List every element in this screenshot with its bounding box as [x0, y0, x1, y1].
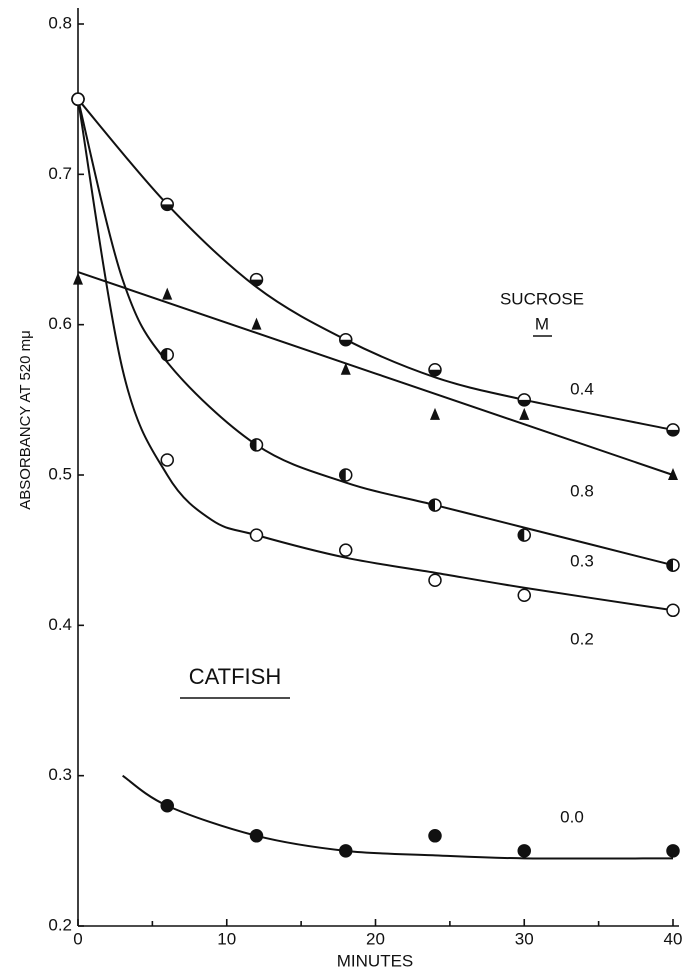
- x-tick-label: 20: [366, 929, 385, 948]
- marker-half: [339, 469, 346, 481]
- y-tick-label: 0.7: [48, 164, 72, 183]
- marker-half: [667, 429, 679, 436]
- marker: [340, 362, 351, 375]
- marker: [430, 407, 440, 420]
- series-label: 0.3: [570, 551, 594, 570]
- marker: [162, 287, 173, 300]
- y-axis-label: ABSORBANCY AT 520 mμ: [17, 330, 34, 510]
- marker-half: [429, 499, 435, 512]
- x-tick-label: 30: [515, 929, 534, 948]
- marker: [249, 528, 264, 542]
- marker-half: [161, 348, 168, 361]
- x-tick-label: 10: [217, 929, 236, 948]
- fit-curve: [77, 271, 674, 476]
- marker-half: [667, 559, 673, 572]
- marker: [339, 543, 353, 557]
- y-tick-label: 0.4: [48, 615, 72, 634]
- y-tick-label: 0.6: [48, 314, 72, 333]
- marker: [517, 588, 531, 603]
- marker: [160, 453, 174, 467]
- series-label: 0.2: [570, 629, 594, 648]
- marker: [668, 468, 678, 480]
- marker-half: [161, 204, 174, 211]
- fit-curve: [77, 98, 674, 567]
- marker: [249, 829, 264, 843]
- x-axis-label: MINUTES: [337, 951, 414, 970]
- y-tick-label: 0.2: [48, 915, 72, 934]
- marker-half: [250, 279, 263, 286]
- marker: [519, 407, 530, 420]
- marker: [428, 829, 442, 843]
- marker-half: [250, 438, 257, 451]
- annotation: M: [535, 314, 549, 333]
- x-tick-label: 40: [664, 929, 683, 948]
- y-tick-label: 0.5: [48, 464, 72, 483]
- marker: [73, 272, 83, 285]
- marker-half: [339, 339, 352, 346]
- x-tick-label: 0: [73, 929, 82, 948]
- marker: [160, 798, 174, 813]
- marker-half: [518, 529, 525, 542]
- y-tick-label: 0.3: [48, 765, 72, 784]
- marker: [339, 844, 353, 858]
- fit-curve: [122, 774, 674, 860]
- marker: [428, 573, 442, 587]
- annotation: SUCROSE: [500, 289, 584, 308]
- marker: [517, 844, 531, 858]
- series-label: 0.8: [570, 481, 594, 500]
- series-label: 0.0: [560, 807, 584, 826]
- marker-half: [518, 399, 531, 406]
- marker: [71, 92, 85, 106]
- y-tick-label: 0.8: [48, 13, 72, 32]
- annotation: CATFISH: [189, 664, 281, 689]
- marker: [666, 603, 680, 618]
- marker: [251, 317, 262, 330]
- series-label: 0.4: [570, 379, 594, 398]
- marker-half: [429, 369, 441, 376]
- marker: [666, 844, 680, 858]
